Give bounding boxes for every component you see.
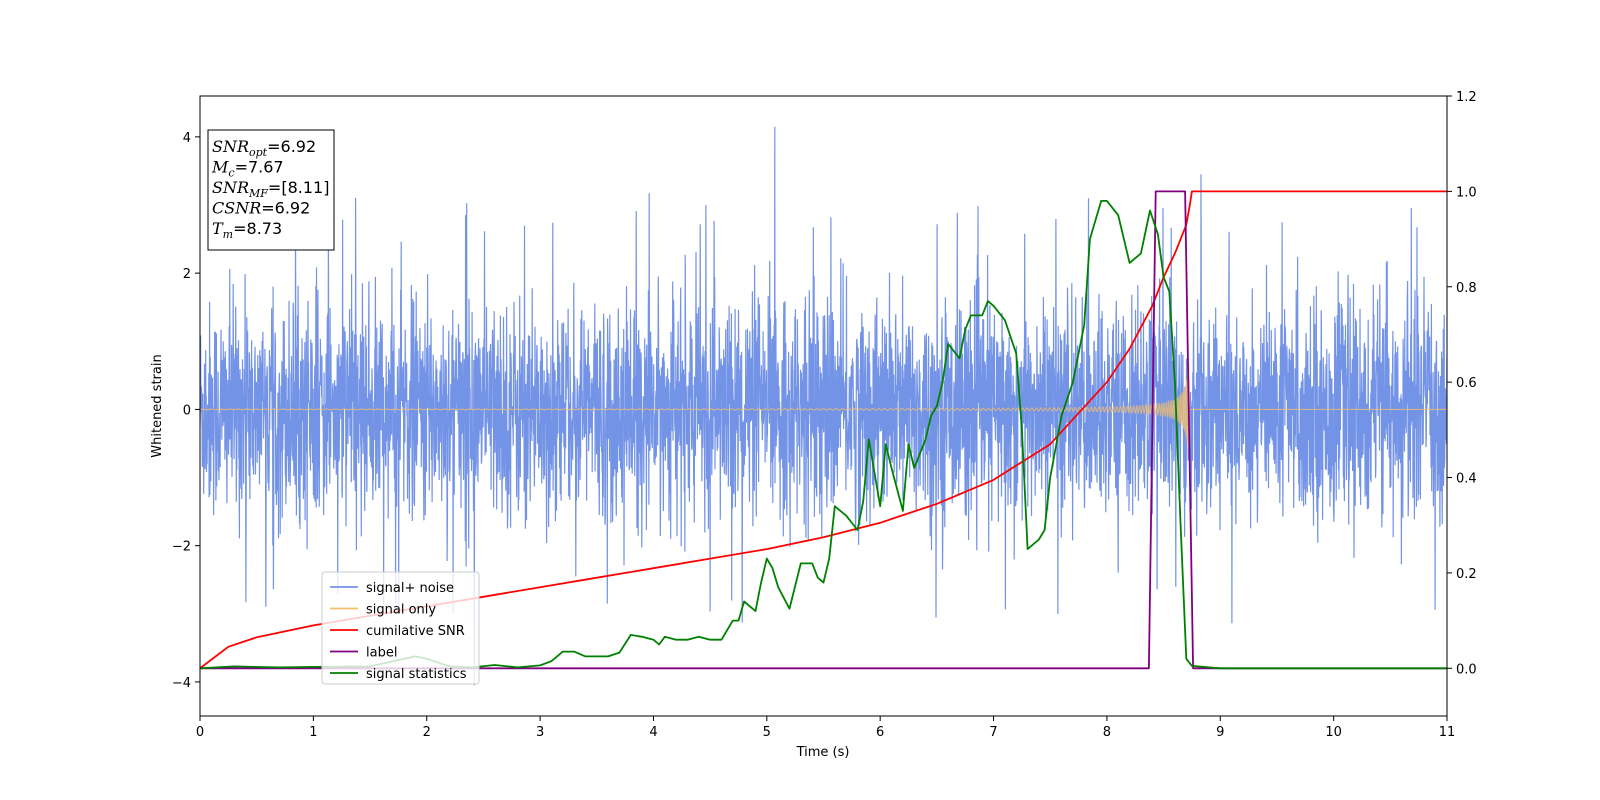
annotation-box: SNRopt=6.92Mc=7.67SNRMF=[8.11]CSNR=6.92T… xyxy=(207,129,335,251)
y-tick-label: 4 xyxy=(183,131,191,146)
series-signal-noise-line xyxy=(200,126,1447,686)
x-tick-label: 1 xyxy=(309,725,317,740)
legend-label: signal statistics xyxy=(366,667,467,682)
x-axis-label: Time (s) xyxy=(796,745,850,760)
x-axis: 0 1 2 3 4 5 6 7 8 9 10 11 xyxy=(196,716,1455,740)
x-tick-label: 6 xyxy=(876,725,884,740)
x-tick-label: 4 xyxy=(649,725,657,740)
annotation-line: SNRMF=[8.11] xyxy=(212,178,329,200)
y2-tick-label: 0.0 xyxy=(1456,662,1477,677)
annotation-frame xyxy=(207,129,335,251)
y-tick-label: −4 xyxy=(172,676,191,691)
y2-tick-label: 1.2 xyxy=(1456,90,1477,105)
y2-tick-label: 0.8 xyxy=(1456,281,1477,296)
x-tick-label: 3 xyxy=(536,725,544,740)
legend-label: label xyxy=(366,646,397,661)
y-axis-left: −4 −2 0 2 4 xyxy=(172,131,200,691)
legend-label: signal+ noise xyxy=(366,581,454,596)
y-tick-label: 0 xyxy=(183,403,191,418)
series-signal-only-line xyxy=(200,362,1447,449)
legend-label: cumilative SNR xyxy=(366,624,465,639)
y-tick-label: −2 xyxy=(172,540,191,555)
x-tick-label: 9 xyxy=(1216,725,1224,740)
legend-frame xyxy=(321,571,480,685)
y2-tick-label: 0.2 xyxy=(1456,567,1477,582)
x-tick-label: 7 xyxy=(989,725,997,740)
annotation-line: SNRopt=6.92 xyxy=(212,137,316,159)
annotation-line: CSNR=6.92 xyxy=(212,199,310,218)
x-tick-label: 10 xyxy=(1325,725,1342,740)
annotation-line: Tm=8.73 xyxy=(212,219,282,241)
x-tick-label: 0 xyxy=(196,725,204,740)
x-tick-label: 8 xyxy=(1103,725,1111,740)
annotation-line: Mc=7.67 xyxy=(211,158,284,180)
legend-label: signal only xyxy=(366,603,436,618)
x-tick-label: 5 xyxy=(763,725,771,740)
y2-tick-label: 1.0 xyxy=(1456,185,1477,200)
x-tick-label: 11 xyxy=(1439,725,1456,740)
series-signal-statistics-line xyxy=(200,200,1447,670)
y2-tick-label: 0.6 xyxy=(1456,376,1477,391)
y-tick-label: 2 xyxy=(183,267,191,282)
y2-tick-label: 0.4 xyxy=(1456,472,1477,487)
x-tick-label: 2 xyxy=(423,725,431,740)
legend: signal+ noise signal only cumilative SNR la… xyxy=(321,571,480,685)
y-axis-right: 0.0 0.2 0.4 0.6 0.8 1.0 1.2 xyxy=(1447,90,1477,677)
plot-frame xyxy=(199,95,1448,717)
y-axis-label: Whitened strain xyxy=(150,354,165,457)
